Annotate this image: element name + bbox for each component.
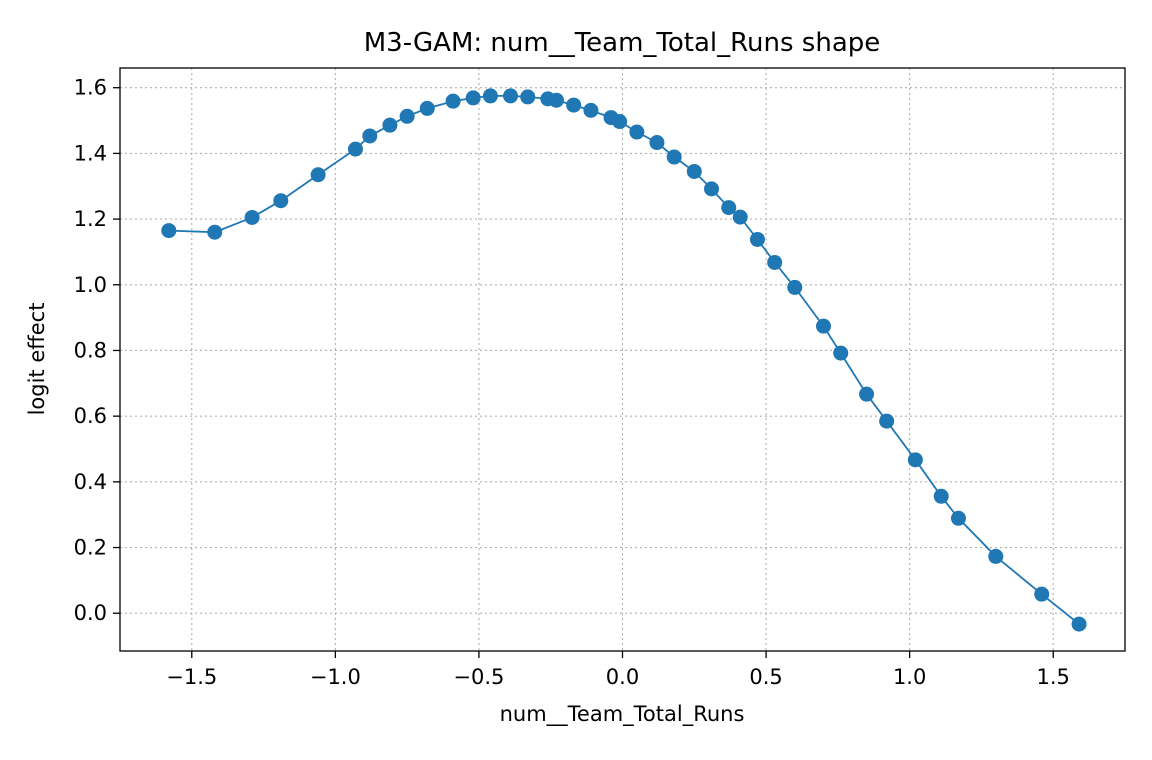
data-point <box>566 97 582 113</box>
data-point <box>1034 586 1050 602</box>
data-point <box>310 167 326 183</box>
data-point <box>907 452 923 468</box>
data-point <box>207 224 223 240</box>
data-point <box>749 231 765 247</box>
data-point <box>787 279 803 295</box>
data-point <box>629 124 645 140</box>
data-point <box>583 102 599 118</box>
data-point <box>520 89 536 105</box>
data-point <box>933 488 949 504</box>
data-point <box>362 128 378 144</box>
data-point <box>465 90 481 106</box>
x-tick-label: −1.5 <box>166 665 217 689</box>
x-axis: −1.5 −1.0 −0.5 0.0 0.5 1.0 1.5 <box>166 651 1070 689</box>
chart-title: M3-GAM: num__Team_Total_Runs shape <box>364 28 881 58</box>
grid <box>120 68 1125 651</box>
y-tick-label: 1.6 <box>74 76 107 100</box>
data-point <box>244 209 260 225</box>
data-point <box>612 114 628 130</box>
data-point <box>503 88 519 104</box>
data-point <box>879 413 895 429</box>
data-point <box>721 200 737 216</box>
series-line <box>168 95 1080 625</box>
x-tick-label: 1.5 <box>1037 665 1070 689</box>
x-tick-label: 0.0 <box>606 665 639 689</box>
data-point <box>767 254 783 270</box>
data-point <box>833 345 849 361</box>
y-tick-label: 1.4 <box>74 141 107 165</box>
data-point <box>1071 616 1087 632</box>
data-point <box>399 108 415 124</box>
data-point <box>482 88 498 104</box>
y-tick-label: 1.0 <box>74 273 107 297</box>
x-tick-label: 1.0 <box>893 665 926 689</box>
data-point <box>273 193 289 209</box>
data-point <box>161 223 177 239</box>
y-tick-label: 0.6 <box>74 404 107 428</box>
data-series <box>161 88 1087 632</box>
data-point <box>950 510 966 526</box>
x-tick-label: 0.5 <box>749 665 782 689</box>
data-point <box>732 209 748 225</box>
data-point <box>347 141 363 157</box>
x-tick-label: −1.0 <box>310 665 361 689</box>
plot-frame <box>119 67 1126 652</box>
data-point <box>816 318 831 334</box>
data-point <box>382 117 398 133</box>
data-point <box>704 181 720 197</box>
data-point <box>859 386 875 402</box>
x-tick-label: −0.5 <box>453 665 504 689</box>
data-point <box>686 163 702 179</box>
data-point <box>988 548 1004 564</box>
y-tick-label: 0.8 <box>74 338 107 362</box>
data-point <box>445 93 461 109</box>
y-axis: 0.0 0.2 0.4 0.6 0.8 1.0 1.2 1.4 1.6 <box>74 76 120 625</box>
y-tick-label: 0.4 <box>74 470 107 494</box>
data-point <box>548 92 564 108</box>
data-point <box>419 100 435 116</box>
y-tick-label: 1.2 <box>74 207 107 231</box>
y-tick-label: 0.0 <box>74 601 107 625</box>
x-axis-label: num__Team_Total_Runs <box>500 702 745 727</box>
data-point <box>649 135 665 151</box>
data-point <box>666 149 682 165</box>
y-tick-label: 0.2 <box>74 536 107 560</box>
y-axis-label: logit effect <box>25 303 49 416</box>
